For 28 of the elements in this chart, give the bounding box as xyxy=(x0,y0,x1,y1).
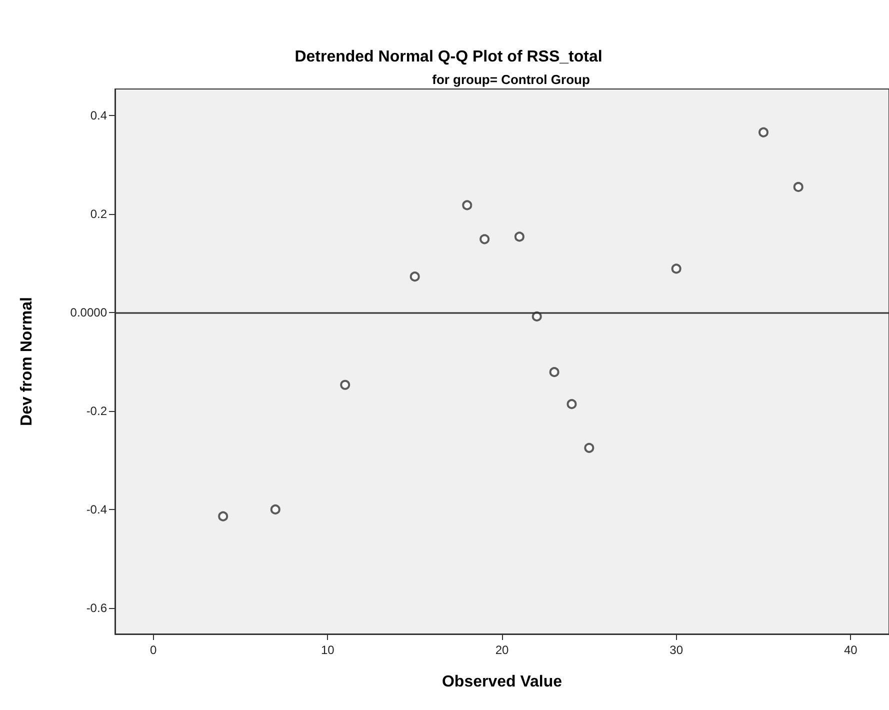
point xyxy=(671,264,682,274)
point xyxy=(549,367,560,378)
chart-title: Detrended Normal Q-Q Plot of RSS_total xyxy=(294,48,602,66)
point xyxy=(462,200,472,210)
x-tick-label: 30 xyxy=(670,643,684,657)
point xyxy=(480,234,490,244)
y-tick-label: -0.2 xyxy=(86,404,108,418)
x-axis-title: Observed Value xyxy=(442,674,562,690)
point xyxy=(566,399,577,410)
point xyxy=(758,127,768,138)
x-tick-label: 10 xyxy=(320,643,335,657)
chart-subtitle: for group= Control Group xyxy=(432,72,590,87)
point xyxy=(410,272,420,282)
point xyxy=(584,442,594,453)
x-tick-label: 40 xyxy=(844,643,858,657)
y-tick-label: 0.4 xyxy=(90,108,108,123)
y-tick-label: -0.6 xyxy=(86,600,108,615)
point xyxy=(270,504,280,514)
y-tick-label: -0.4 xyxy=(86,502,108,516)
y-tick-label: 0.2 xyxy=(90,207,108,222)
x-tick-label: 0 xyxy=(150,643,158,657)
y-tick-label: 0.0000 xyxy=(70,306,108,320)
point xyxy=(218,511,228,522)
x-tick-label: 20 xyxy=(495,643,509,657)
point xyxy=(340,380,350,390)
point xyxy=(793,182,804,192)
y-axis-title: Dev from Normal xyxy=(18,297,36,426)
point xyxy=(514,232,524,242)
